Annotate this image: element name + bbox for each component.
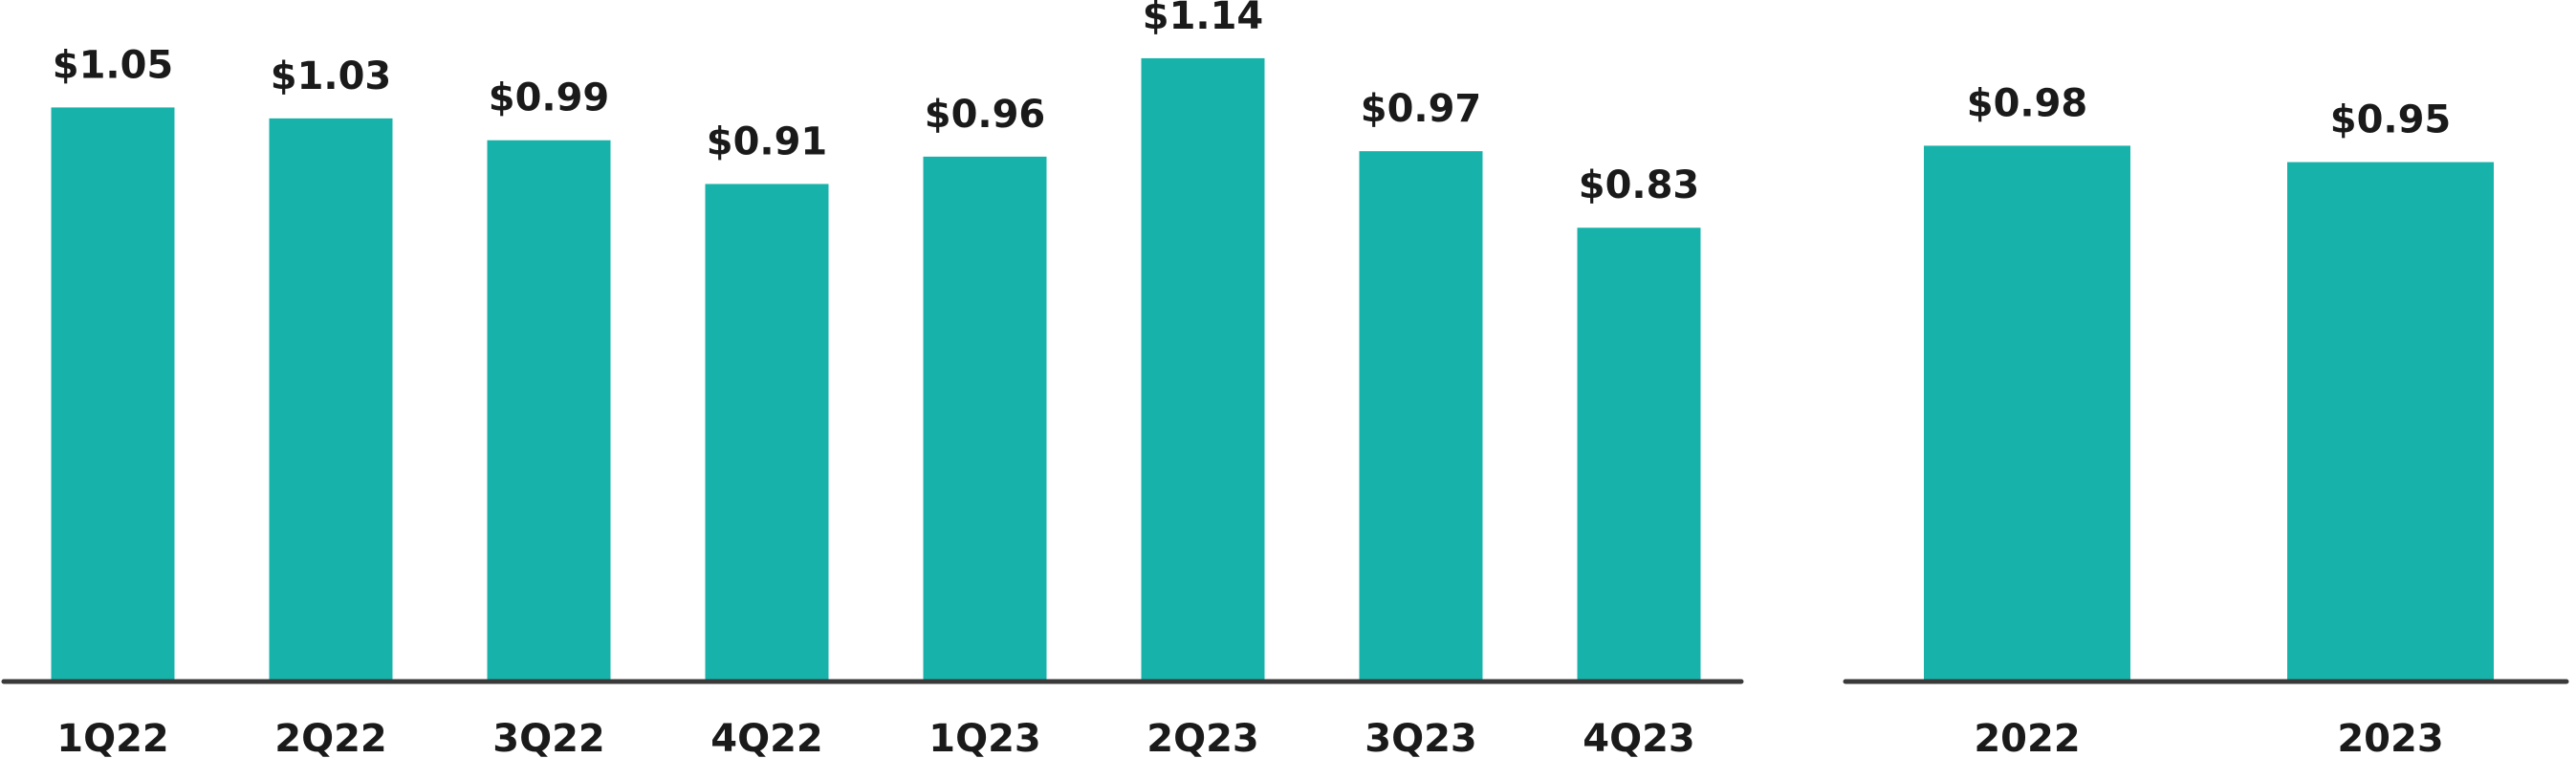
x-tick-label: 2Q23 (1146, 717, 1259, 758)
value-label: $1.05 (53, 43, 174, 87)
bar (1577, 227, 1701, 682)
bar (269, 118, 393, 682)
bar (2287, 162, 2494, 682)
x-tick-label: 1Q22 (56, 717, 169, 758)
bar (1359, 151, 1483, 682)
x-tick-label: 2023 (2337, 717, 2443, 758)
x-tick-label: 4Q23 (1583, 717, 1695, 758)
bar (1141, 57, 1265, 682)
bar (705, 184, 829, 682)
bar (487, 140, 611, 682)
bar (51, 107, 175, 682)
x-tick-label: 4Q22 (710, 717, 823, 758)
x-tick-label: 1Q23 (928, 717, 1041, 758)
x-tick-label: 2022 (1974, 717, 2080, 758)
x-tick-label: 3Q22 (492, 717, 605, 758)
x-tick-label: 2Q22 (274, 717, 387, 758)
value-label: $0.95 (2330, 98, 2452, 142)
bar (923, 156, 1047, 682)
value-label: $0.91 (707, 119, 828, 163)
value-label: $1.14 (1143, 0, 1264, 38)
value-label: $0.99 (489, 76, 610, 120)
bar (1924, 145, 2130, 682)
value-label: $0.98 (1967, 81, 2088, 125)
x-tick-label: 3Q23 (1364, 717, 1477, 758)
value-label: $0.97 (1361, 87, 1482, 131)
value-label: $1.03 (271, 54, 392, 98)
value-label: $0.83 (1579, 163, 1700, 207)
value-label: $0.96 (925, 93, 1046, 137)
